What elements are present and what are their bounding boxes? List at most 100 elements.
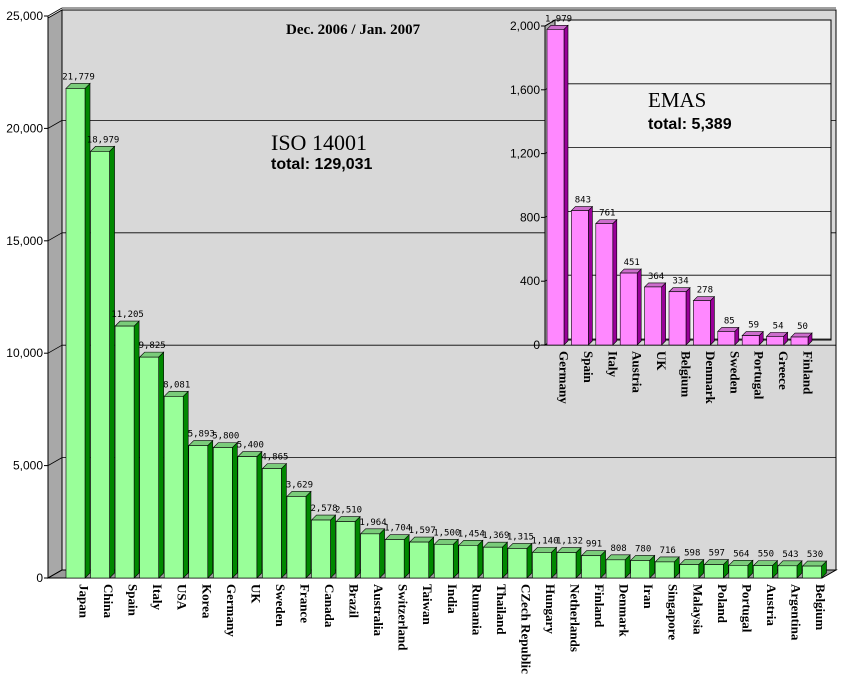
- emas-bar: [790, 336, 809, 346]
- emas-value-label: 761: [599, 209, 615, 219]
- emas-bar-top: [643, 282, 667, 288]
- iso-bar: [237, 456, 258, 579]
- iso-value-label: 597: [709, 549, 725, 559]
- iso-category-label: Hungary: [543, 584, 558, 634]
- iso-category-label: Germany: [224, 584, 239, 637]
- iso-category-label: China: [101, 584, 116, 618]
- emas-bar: [619, 272, 638, 346]
- iso-category-label: Austria: [764, 584, 779, 626]
- iso-value-label: 18,979: [87, 135, 120, 145]
- iso-category-label: Taiwan: [420, 584, 435, 625]
- iso-category-label: Iran: [641, 584, 656, 609]
- iso-bar-side: [84, 82, 91, 579]
- iso-category-label: Argentina: [788, 584, 803, 641]
- iso-value-label: 9,825: [139, 341, 166, 351]
- emas-value-label: 334: [672, 277, 688, 287]
- iso-value-label: 2,510: [335, 506, 362, 516]
- emas-value-label: 1,979: [545, 14, 572, 24]
- iso-value-label: 21,779: [62, 72, 95, 82]
- iso-category-label: CZech Republic: [518, 584, 533, 674]
- iso-value-label: 8,081: [163, 380, 190, 390]
- iso-y-tick-label: 10,000: [6, 346, 43, 360]
- main-value-labels: 21,779 18,979 11,205 9,825 8,081 5,8935,8005,…: [62, 72, 823, 560]
- iso-value-label: 1,597: [409, 526, 436, 536]
- iso-bar: [384, 539, 405, 579]
- iso-total: total: 129,031: [271, 156, 372, 173]
- iso-value-label: 1,132: [556, 537, 583, 547]
- emas-y-tick-label: 1,600: [510, 83, 540, 97]
- iso-bar-side: [109, 145, 115, 579]
- emas-value-label: 278: [697, 286, 713, 296]
- iso-category-label: Poland: [715, 584, 730, 624]
- iso-category-label: Netherlands: [568, 584, 583, 652]
- iso-bar-side: [207, 439, 214, 579]
- iso-value-label: 1,315: [507, 532, 534, 542]
- iso-category-label: Sweden: [273, 584, 288, 627]
- emas-value-label: 843: [575, 196, 591, 206]
- emas-bar: [693, 300, 711, 346]
- emas-bar-top: [546, 25, 569, 30]
- iso-category-label: Brazil: [347, 584, 362, 618]
- iso-bar: [188, 445, 209, 579]
- iso-bar-side: [133, 320, 140, 579]
- iso-bar: [777, 565, 798, 579]
- emas-category-label: Spain: [581, 351, 596, 384]
- iso-value-label: 1,369: [482, 531, 509, 541]
- emas-value-label: 54: [773, 321, 784, 331]
- iso-bar: [139, 356, 159, 579]
- emas-y-tick-label: 0: [533, 338, 540, 352]
- iso-bar: [286, 496, 307, 579]
- iso-gridline-diag: [47, 120, 63, 129]
- emas-category-label: Finland: [801, 351, 816, 395]
- iso-bar: [114, 325, 135, 579]
- iso-bar: [605, 559, 626, 579]
- emas-bar: [741, 335, 760, 346]
- iso-bar: [581, 555, 601, 579]
- iso-value-label: 1,454: [458, 529, 485, 539]
- iso-bar: [679, 564, 700, 579]
- iso-category-label: Canada: [322, 584, 337, 628]
- iso-bar: [262, 468, 282, 579]
- emas-y-tick-label: 400: [520, 274, 540, 288]
- emas-y-tick-label: 800: [520, 210, 540, 224]
- iso-category-label: France: [297, 584, 312, 623]
- iso-bar: [654, 561, 675, 579]
- iso-value-label: 11,205: [111, 310, 144, 320]
- iso-category-label: Italy: [150, 584, 165, 611]
- emas-bar: [546, 29, 565, 346]
- emas-bar-side: [612, 218, 618, 346]
- emas-bar-side: [710, 295, 715, 346]
- iso-category-label: Finland: [592, 584, 607, 628]
- emas-bar-top: [570, 206, 594, 211]
- emas-category-label: Sweden: [727, 351, 742, 394]
- iso-bar: [90, 151, 110, 579]
- iso-bar: [458, 545, 479, 579]
- emas-value-label: 451: [624, 258, 640, 268]
- iso-bar-side: [452, 538, 459, 579]
- iso-value-label: 564: [733, 549, 749, 559]
- iso-value-label: 1,964: [360, 518, 387, 528]
- iso-gridline-diag: [47, 344, 63, 354]
- iso-y-tick-label: 5,000: [13, 459, 43, 473]
- emas-category-label: Belgium: [679, 351, 694, 397]
- iso-value-label: 1,140: [531, 536, 558, 546]
- iso-bar: [507, 548, 528, 579]
- iso-bar: [213, 447, 233, 579]
- emas-bar: [595, 223, 614, 346]
- iso-value-label: 2,578: [310, 504, 337, 514]
- iso-bar-side: [502, 541, 508, 579]
- inset-value-labels: 1,979 843 761 451 364 334 278 85 59 54 50: [545, 14, 808, 332]
- main-category-labels: Japan China Spain Italy USA Korea Germany UK Swe…: [77, 584, 829, 674]
- iso-bar-side: [232, 441, 238, 579]
- iso-category-label: Malaysia: [690, 584, 705, 635]
- iso-category-label: Korea: [199, 584, 214, 619]
- iso-bar: [409, 541, 430, 579]
- iso-category-label: USA: [175, 584, 190, 611]
- emas-bar: [644, 286, 662, 346]
- emas-title: EMAS: [648, 88, 706, 112]
- main-bars: [65, 82, 828, 579]
- emas-value-label: 85: [724, 316, 735, 326]
- iso-title: ISO 14001: [271, 130, 367, 155]
- emas-category-label: Portugal: [752, 351, 767, 400]
- iso-value-label: 3,629: [286, 480, 313, 490]
